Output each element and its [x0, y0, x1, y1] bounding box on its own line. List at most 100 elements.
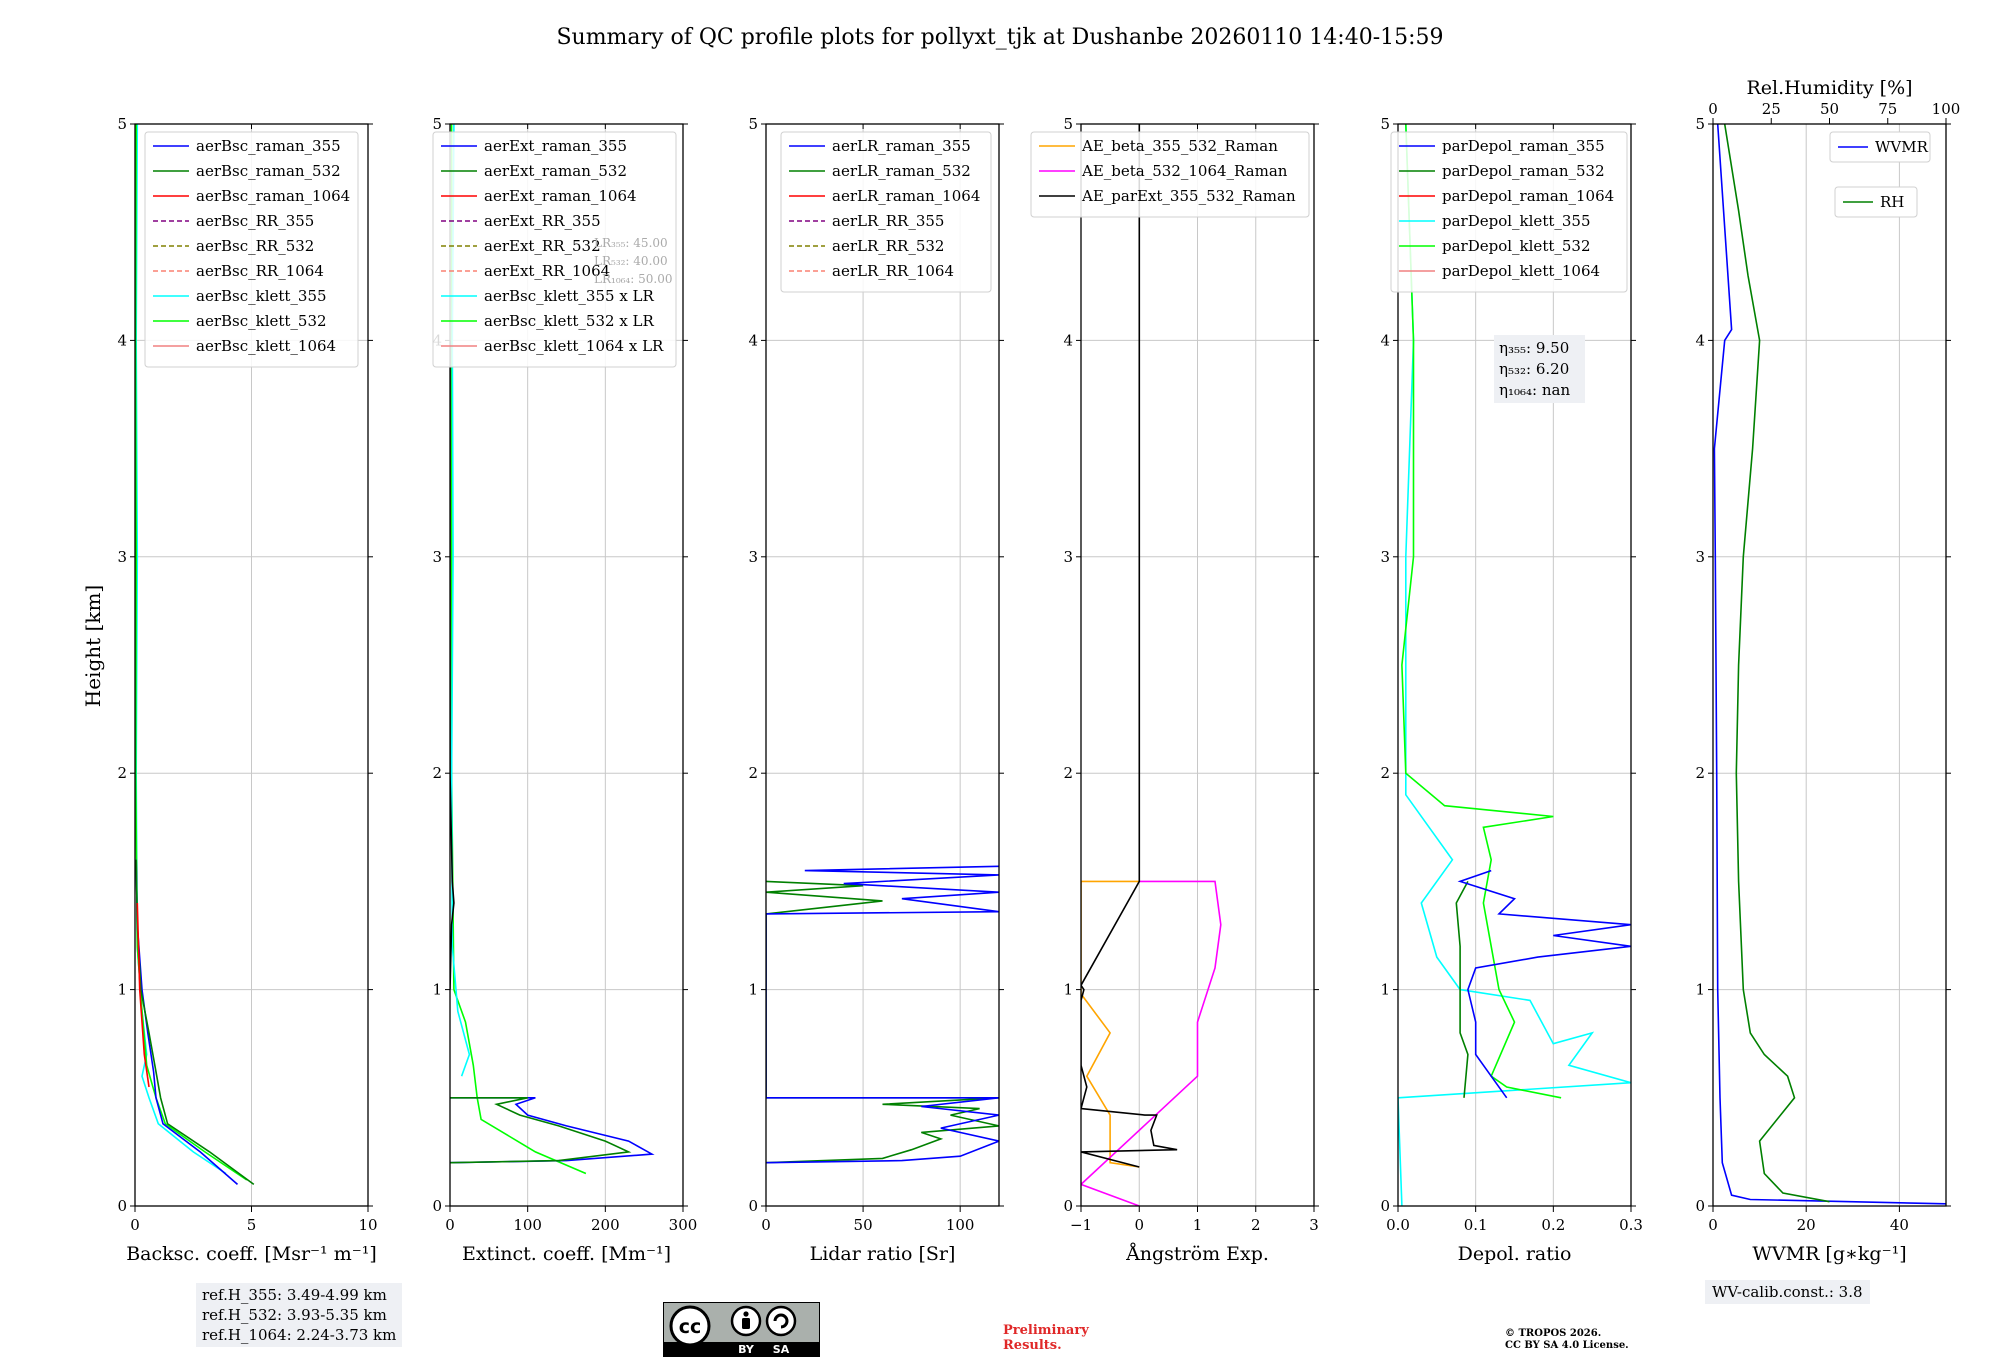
legend-label: aerBsc_RR_355: [196, 212, 314, 230]
cc-icon: [669, 1305, 711, 1347]
legend-label: aerBsc_klett_355 x LR: [484, 287, 655, 305]
x-tick-label: 2: [1251, 1216, 1261, 1234]
legend-label: parDepol_klett_532: [1442, 237, 1591, 255]
legend-label: aerExt_raman_355: [484, 137, 627, 155]
y-tick-label: 0: [117, 1197, 127, 1215]
x-tick-label: 50: [854, 1216, 873, 1234]
lr-value-text: LR₁₀₆₄: 50.00: [594, 272, 672, 286]
y-tick-label: 5: [117, 115, 127, 133]
series-parDepol_klett_532: [1401, 124, 1562, 1099]
legend-label: aerBsc_klett_1064: [196, 337, 336, 355]
preliminary-line-2: Results.: [1003, 1338, 1062, 1353]
legend-label: aerLR_RR_532: [832, 237, 944, 255]
legend-label: AE_beta_355_532_Raman: [1081, 137, 1278, 155]
x-axis-label: Extinct. coeff. [Mm⁻¹]: [462, 1243, 671, 1265]
cc-by-sa-badge: cc BY SA: [663, 1302, 820, 1357]
legend-label: aerLR_raman_1064: [832, 187, 980, 205]
x-tick-label: 1: [1193, 1216, 1203, 1234]
x-tick-label: 40: [1890, 1216, 1909, 1234]
y-tick-label: 4: [748, 331, 758, 349]
x-axis-label: WVMR [g∗kg⁻¹]: [1752, 1243, 1906, 1265]
y-tick-label: 5: [432, 115, 442, 133]
y-tick-label: 3: [1695, 548, 1705, 566]
x-tick-label: 0.1: [1464, 1216, 1488, 1234]
series-parDepol_raman_355: [1457, 869, 1631, 1099]
top-x-tick-label: 0: [1708, 100, 1718, 118]
y-tick-label: 3: [1380, 548, 1390, 566]
legend-label: aerLR_raman_355: [832, 137, 971, 155]
x-axis-label: Depol. ratio: [1458, 1243, 1572, 1265]
legend-box: [432, 131, 677, 368]
legend-label: aerLR_RR_1064: [832, 262, 954, 280]
series-group: [450, 124, 655, 1175]
y-tick-label: 1: [432, 981, 442, 999]
x-tick-label: 5: [247, 1216, 257, 1234]
legend-label: aerBsc_raman_355: [196, 137, 341, 155]
series-AE_parExt_355_532_Raman: [1081, 124, 1178, 1168]
y-tick-label: 1: [1063, 981, 1073, 999]
copyright-line-2: CC BY SA 4.0 License.: [1505, 1340, 1629, 1351]
y-tick-label: 3: [748, 548, 758, 566]
x-tick-label: 3: [1309, 1216, 1319, 1234]
legend-label: parDepol_raman_1064: [1442, 187, 1614, 205]
axes-frame: [1397, 123, 1632, 1207]
panel-bsc: 0 5 10 0 1 2 3 4 5 Backsc. coeff. [Msr⁻¹ m⁻¹] aerB…: [117, 115, 377, 1265]
eta-text: η₃₅₅: 9.50: [1499, 339, 1569, 357]
legend-label: aerBsc_RR_1064: [196, 262, 324, 280]
x-axis-label: Ångström Exp.: [1125, 1243, 1269, 1265]
axes-frame: [765, 123, 1000, 1207]
ref-height-1064: ref.H_1064: 2.24-3.73 km: [202, 1326, 397, 1344]
panel-lr: 0 50 100 0 1 2 3 4 5 Lidar ratio [Sr] aerLR_raman_…: [748, 115, 1004, 1265]
attribution-head: [743, 1311, 749, 1317]
y-tick-label: 0: [1063, 1197, 1073, 1215]
y-tick-label: 5: [748, 115, 758, 133]
y-tick-label: 2: [1695, 764, 1705, 782]
reference-heights-box: ref.H_355: 3.49-4.99 km ref.H_532: 3.93-…: [196, 1283, 403, 1347]
series-RH: [1723, 124, 1830, 1203]
y-tick-label: 4: [117, 331, 127, 349]
panel-ext: 0100200300012345Extinct. coeff. [Mm⁻¹]ae…: [432, 115, 697, 1265]
legend-label: aerBsc_klett_1064 x LR: [484, 337, 664, 355]
badge-by: BY: [738, 1343, 755, 1356]
legend-label: aerBsc_klett_532 x LR: [484, 312, 655, 330]
x-tick-label: −1: [1070, 1216, 1092, 1234]
x-tick-label: 0.0: [1386, 1216, 1410, 1234]
y-tick-label: 4: [1380, 331, 1390, 349]
series-AE_beta_532_1064_Raman: [1081, 880, 1222, 1206]
x-tick-label: 0: [1708, 1216, 1718, 1234]
legend-label: parDepol_klett_1064: [1442, 262, 1600, 280]
lr-value-text: LR₅₃₂: 40.00: [594, 254, 668, 268]
ref-height-355: ref.H_355: 3.49-4.99 km: [202, 1286, 387, 1304]
legend-label: parDepol_raman_532: [1442, 162, 1605, 180]
y-tick-label: 4: [1063, 331, 1073, 349]
y-tick-label: 0: [1695, 1197, 1705, 1215]
x-axis-label: Lidar ratio [Sr]: [810, 1243, 956, 1265]
legend-label: WVMR: [1875, 138, 1929, 156]
y-tick-label: 2: [1063, 764, 1073, 782]
preliminary-line-1: Preliminary: [1003, 1323, 1089, 1338]
legend-box: [1829, 131, 1931, 163]
wv-calibration-box: WV-calib.const.: 3.8: [1705, 1280, 1870, 1304]
y-tick-label: 1: [748, 981, 758, 999]
y-tick-label: 2: [432, 764, 442, 782]
eta-text: η₁₀₆₄: nan: [1499, 381, 1570, 399]
axes-frame: [449, 123, 684, 1207]
series-group: [1398, 124, 1631, 1206]
legend-label: aerBsc_klett_355: [196, 287, 327, 305]
y-tick-label: 3: [1063, 548, 1073, 566]
x-axis-label: Backsc. coeff. [Msr⁻¹ m⁻¹]: [126, 1243, 377, 1265]
legend-label: parDepol_raman_355: [1442, 137, 1605, 155]
x-tick-label: 0.3: [1619, 1216, 1643, 1234]
series-group: [135, 124, 255, 1186]
series-aerExt_raman_532: [450, 1097, 632, 1164]
y-tick-label: 0: [432, 1197, 442, 1215]
legend-label: aerLR_raman_532: [832, 162, 971, 180]
legend-label: aerLR_RR_355: [832, 212, 944, 230]
x-tick-label: 10: [358, 1216, 377, 1234]
x-tick-label: 100: [946, 1216, 975, 1234]
x-tick-label: 100: [513, 1216, 542, 1234]
legend-label: aerExt_RR_1064: [484, 262, 610, 280]
copyright-line-1: © TROPOS 2026.: [1505, 1328, 1602, 1339]
top-x-tick-label: 50: [1820, 100, 1839, 118]
